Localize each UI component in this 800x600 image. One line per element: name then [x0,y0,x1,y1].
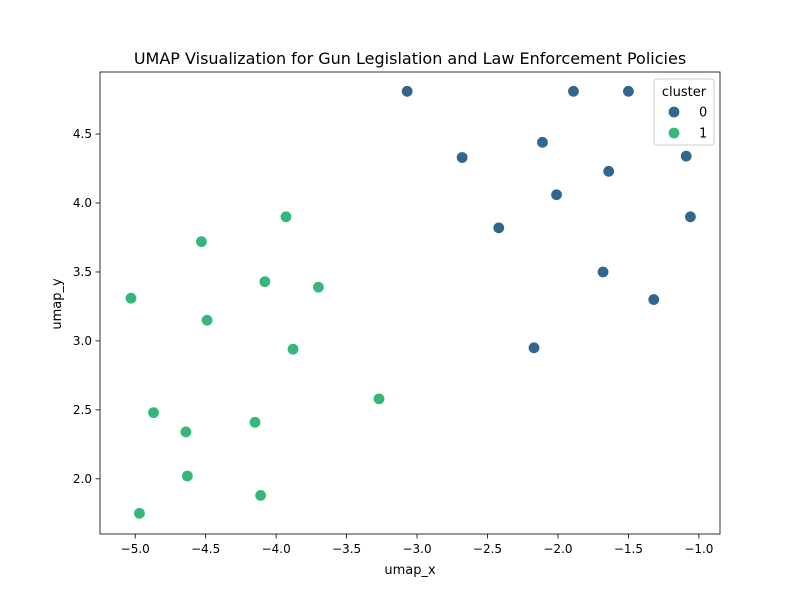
x-tick-label: −1.5 [614,542,643,556]
plot-area [99,71,721,535]
legend-marker-0 [667,105,681,119]
data-point-cluster-0 [602,165,615,178]
legend-label-0: 0 [699,106,707,121]
x-axis-label: umap_x [384,563,436,578]
legend-box [653,78,715,146]
data-point-cluster-1 [248,416,262,429]
data-point-cluster-1 [195,235,208,248]
legend-label-1: 1 [699,127,707,142]
legend-title: cluster [662,85,707,100]
data-point-cluster-1 [286,343,300,356]
y-tick-label: 2.0 [73,472,92,486]
x-tick-label: −5.0 [121,542,150,556]
data-point-cluster-0 [492,221,505,235]
data-point-cluster-1 [258,275,272,288]
chart-title: UMAP Visualization for Gun Legislation a… [134,49,686,68]
data-point-cluster-1 [372,392,386,406]
x-tick-label: −1.0 [684,542,713,556]
data-point-cluster-1 [312,280,325,294]
x-tick-label: −4.0 [262,542,291,556]
data-point-cluster-1 [147,406,160,419]
x-tick-label: −4.5 [191,542,220,556]
data-point-cluster-0 [622,85,635,98]
x-tick-label: −2.0 [543,542,572,556]
legend-marker-1 [667,126,681,140]
data-point-cluster-0 [550,188,563,201]
data-point-cluster-0 [455,151,469,164]
y-axis-label: umap_y [50,278,65,330]
data-point-cluster-0 [596,265,610,279]
y-tick-label: 3.5 [73,265,92,279]
x-tick-label: −3.0 [402,542,431,556]
data-point-cluster-1 [279,210,293,224]
data-point-cluster-0 [400,85,414,98]
data-point-cluster-0 [647,293,660,306]
y-tick-label: 2.5 [73,403,92,417]
data-point-cluster-0 [684,210,697,224]
x-tick-label: −2.5 [473,542,502,556]
data-point-cluster-1 [124,291,138,305]
x-axis-ticks: −5.0 −4.5 −4.0 −3.5 −3.0 −2.5 −2.0 −1.5 −1.0 [121,534,713,556]
y-axis-ticks: 2.0 2.5 3.0 3.5 4.0 4.5 [73,127,100,486]
data-point-cluster-1 [200,314,214,327]
data-point-cluster-0 [527,341,541,355]
data-point-cluster-0 [679,149,693,163]
data-point-cluster-1 [181,469,194,483]
data-points [124,85,697,520]
data-point-cluster-0 [567,85,580,98]
data-point-cluster-1 [254,489,267,502]
plot-frame [99,71,721,535]
legend: cluster 0 1 [653,78,715,146]
data-point-cluster-1 [133,507,146,520]
data-point-cluster-1 [179,425,193,439]
y-tick-label: 4.5 [73,127,92,141]
y-tick-label: 4.0 [73,196,92,210]
data-point-cluster-0 [536,136,549,149]
x-tick-label: −3.5 [332,542,361,556]
y-tick-label: 3.0 [73,334,92,348]
